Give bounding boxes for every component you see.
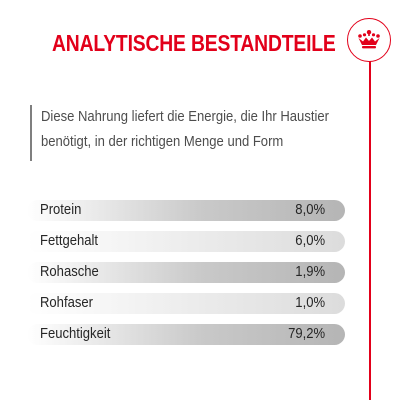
nutrient-value: 1,0% bbox=[295, 295, 325, 311]
nutrient-value: 79,2% bbox=[287, 326, 325, 342]
nutrient-row-protein: Protein 8,0% bbox=[27, 200, 345, 221]
accent-divider bbox=[369, 60, 371, 400]
nutrient-label: Fettgehalt bbox=[40, 233, 99, 249]
nutrient-row-rohfaser: Rohfaser 1,0% bbox=[27, 293, 345, 314]
nutrient-label: Rohfaser bbox=[40, 295, 93, 311]
nutrient-label: Protein bbox=[40, 202, 82, 218]
intro-text: Diese Nahrung liefert die Energie, die I… bbox=[30, 105, 350, 161]
nutrient-row-feuchtigkeit: Feuchtigkeit 79,2% bbox=[27, 324, 345, 345]
nutrient-value: 1,9% bbox=[295, 264, 325, 280]
nutrient-row-rohasche: Rohasche 1,9% bbox=[27, 262, 345, 283]
intro-line: benötigt, in der richtigen Menge und For… bbox=[41, 134, 284, 150]
nutrient-value: 6,0% bbox=[295, 233, 325, 249]
nutrient-value: 8,0% bbox=[295, 202, 325, 218]
nutrient-table: Protein 8,0% Fettgehalt 6,0% Rohasche 1,… bbox=[27, 200, 345, 355]
nutrient-row-fettgehalt: Fettgehalt 6,0% bbox=[27, 231, 345, 252]
brand-badge bbox=[347, 18, 391, 62]
page-title: ANALYTISCHE BESTANDTEILE bbox=[52, 30, 336, 56]
nutrient-label: Rohasche bbox=[40, 264, 99, 280]
intro-line: Diese Nahrung liefert die Energie, die I… bbox=[41, 109, 329, 125]
crown-icon bbox=[358, 30, 380, 49]
nutrient-label: Feuchtigkeit bbox=[40, 326, 111, 342]
